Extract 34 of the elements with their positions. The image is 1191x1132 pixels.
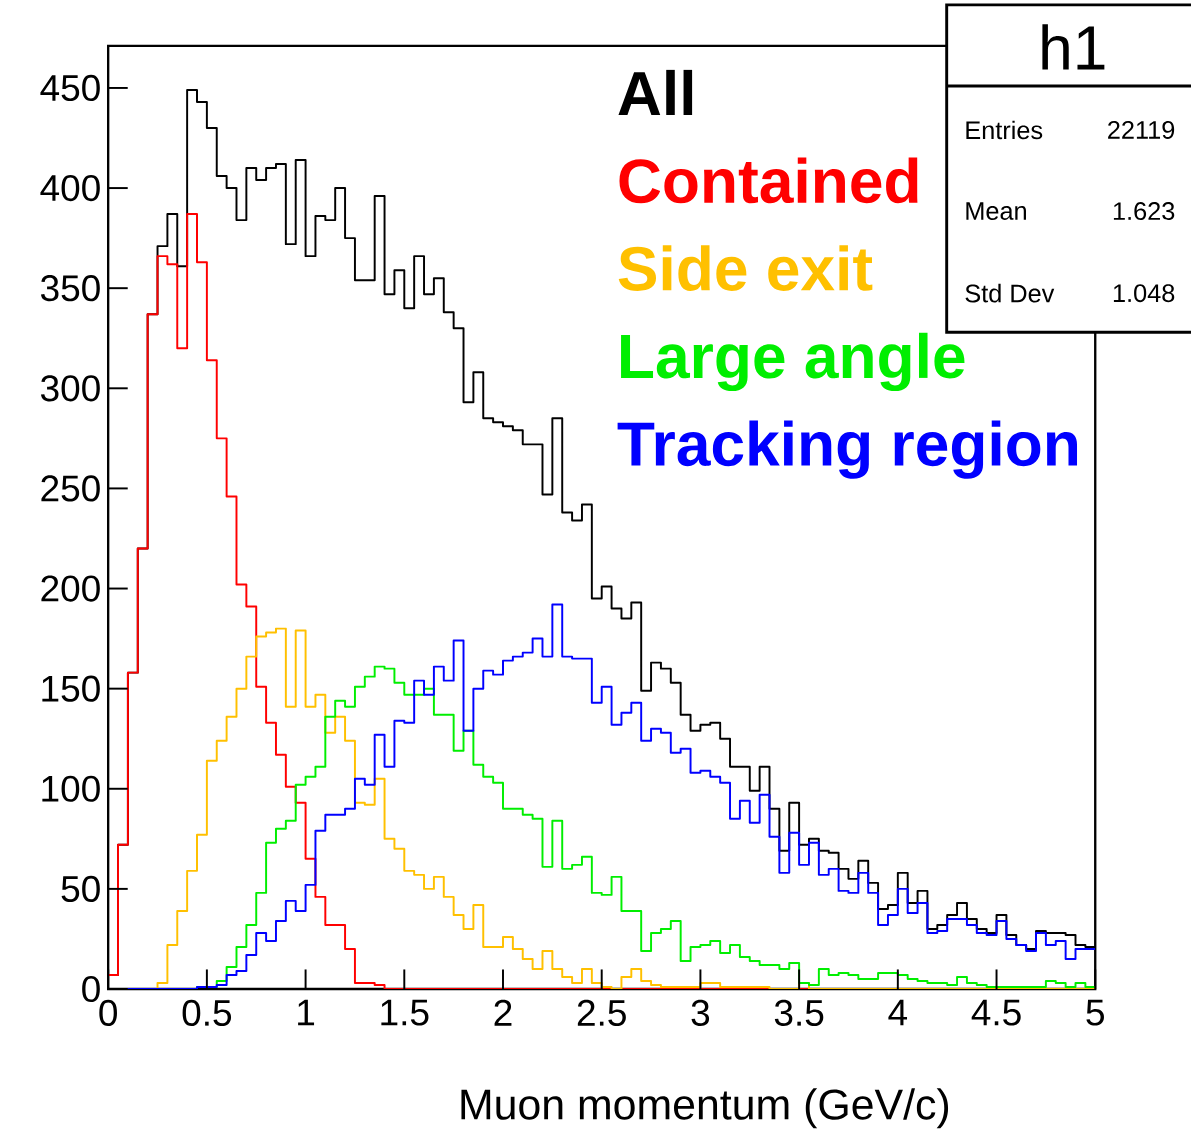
y-tick-label: 100: [42, 775, 100, 803]
y-tick-label: 150: [42, 675, 100, 702]
text: 1.623: [1113, 202, 1175, 221]
y-tick-label: 350: [40, 275, 100, 302]
x-tick-label: 0.5: [182, 999, 232, 1027]
x-tick-label: 4: [888, 999, 908, 1026]
text: Large angle: [621, 332, 965, 392]
x-axis-title: Muon momentum (GeV/c): [461, 1088, 949, 1129]
y-tick-label: 50: [61, 875, 100, 903]
annotation: Entries: [966, 120, 1043, 140]
text: All: [618, 70, 693, 116]
text: 22119: [1108, 121, 1175, 140]
x-tick-label: 3.5: [774, 999, 824, 1027]
x-tick-label: 2.5: [577, 999, 626, 1027]
text: Side exit: [618, 245, 873, 292]
x-tick-label: 2: [494, 999, 512, 1026]
x-tick-label: 3: [691, 999, 710, 1027]
y-tick-label: 400: [40, 175, 100, 202]
annotation: h1: [1042, 24, 1105, 70]
text: 1.048: [1113, 284, 1175, 303]
x-tick-label: 4.5: [971, 999, 1021, 1026]
x-tick-label: 1: [298, 999, 315, 1026]
x-tick-label: 0: [99, 999, 117, 1027]
x-tick-label: 5: [1086, 999, 1104, 1026]
annotation: Mean: [966, 202, 1026, 221]
x-tick-label: 1.5: [381, 999, 429, 1026]
y-tick-label: 250: [41, 475, 100, 502]
y-tick-label: 0: [82, 976, 100, 1003]
text: Contained: [619, 157, 918, 204]
y-tick-label: 300: [40, 375, 100, 402]
y-tick-label: 450: [40, 75, 100, 102]
annotation: Std Dev: [965, 284, 1055, 303]
text: Tracking region: [617, 420, 1078, 479]
y-tick-label: 200: [41, 575, 100, 602]
